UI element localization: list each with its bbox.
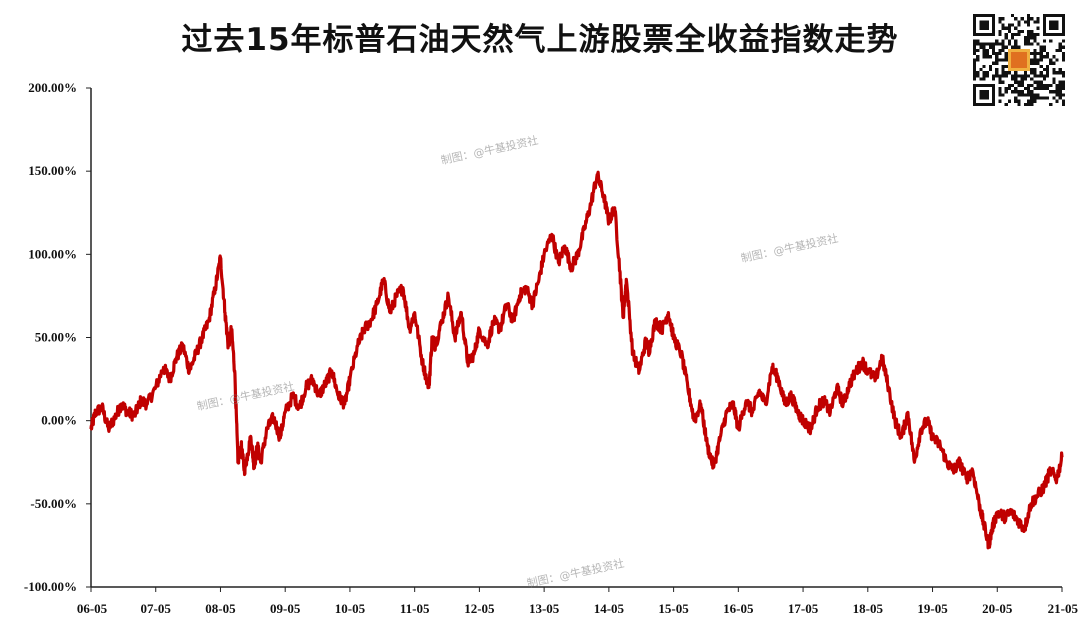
series-group [89,170,1064,550]
chart-axes [90,88,1062,588]
x-tick-label: 13-05 [529,601,560,616]
x-tick-label: 15-05 [658,601,689,616]
y-tick-label: 50.00% [35,330,77,345]
x-tick-label: 21-05 [1048,601,1079,616]
x-tick-label: 09-05 [270,601,301,616]
x-tick-label: 08-05 [205,601,236,616]
x-tick-label: 12-05 [464,601,495,616]
qr-code-icon [973,14,1065,106]
x-tick-label: 17-05 [788,601,819,616]
x-tick-label: 07-05 [141,601,172,616]
x-tick-label: 14-05 [594,601,625,616]
x-axis-ticks: 06-05 07-05 08-05 09-05 10-05 11-05 12-05 13-05… [77,587,1079,616]
x-tick-label: 18-05 [853,601,884,616]
x-tick-label: 20-05 [982,601,1013,616]
y-tick-label: 0.00% [41,413,77,428]
x-tick-label: 10-05 [335,601,366,616]
x-tick-label: 06-05 [77,601,108,616]
y-tick-label: 200.00% [28,80,77,95]
y-tick-label: 100.00% [28,246,77,261]
series-line [89,170,1064,550]
y-axis-ticks: 200.00% 150.00% 100.00% 50.00% 0.00% -50.00% -… [24,80,91,594]
y-tick-label: -100.00% [24,579,77,594]
x-tick-label: 11-05 [400,601,430,616]
chart-title: 过去15年标普石油天然气上游股票全收益指数走势 [181,22,899,58]
x-tick-label: 19-05 [917,601,948,616]
y-tick-label: 150.00% [28,163,77,178]
x-tick-label: 16-05 [723,601,754,616]
y-tick-label: -50.00% [30,496,77,511]
